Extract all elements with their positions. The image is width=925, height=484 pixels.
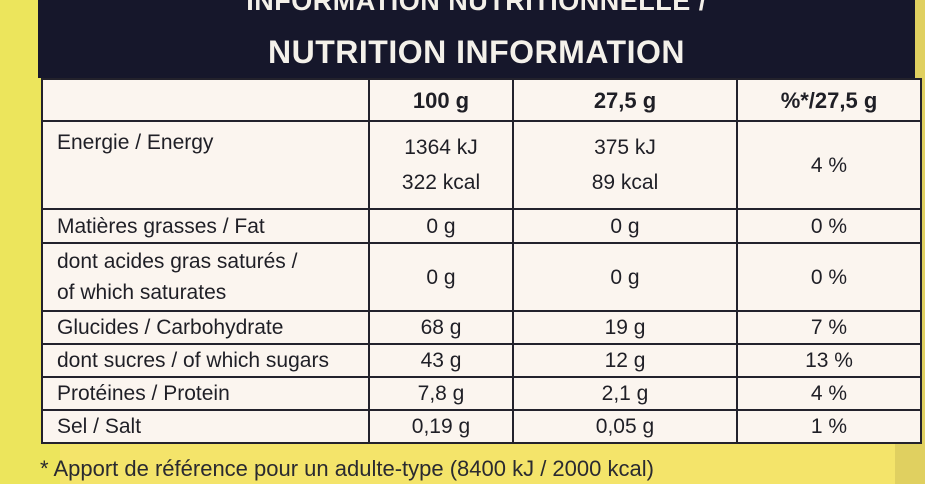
title-english: NUTRITION INFORMATION <box>268 34 685 70</box>
table-row-protein: Protéines / Protein 7,8 g 2,1 g 4 % <box>41 376 922 411</box>
title-french: INFORMATION NUTRITIONNELLE / <box>246 0 707 16</box>
sugars-per-portion: 12 g <box>512 343 738 378</box>
carbohydrate-reference-intake: 7 % <box>736 310 922 345</box>
salt-per-portion: 0,05 g <box>512 409 738 444</box>
energy-per-portion: 375 kJ 89 kcal <box>512 120 738 210</box>
carbohydrate-per-portion: 19 g <box>512 310 738 345</box>
row-label: Sel / Salt <box>41 409 370 444</box>
carbohydrate-per-100g: 68 g <box>368 310 514 345</box>
table-header-row: 100 g 27,5 g %*/27,5 g <box>41 78 922 122</box>
header-cell-reference-intake: %*/27,5 g <box>736 78 922 122</box>
protein-reference-intake: 4 % <box>736 376 922 411</box>
row-label: dont sucres / of which sugars <box>41 343 370 378</box>
energy-per-portion-kj: 375 kJ <box>594 136 656 159</box>
energy-reference-intake: 4 % <box>736 120 922 210</box>
salt-reference-intake: 1 % <box>736 409 922 444</box>
sugars-per-100g: 43 g <box>368 343 514 378</box>
row-label: Protéines / Protein <box>41 376 370 411</box>
saturates-per-portion: 0 g <box>512 242 738 312</box>
footnote: * Apport de référence pour un adulte-typ… <box>40 456 654 481</box>
table-row-sugars: dont sucres / of which sugars 43 g 12 g … <box>41 343 922 378</box>
energy-per-100g-kcal: 322 kcal <box>401 171 481 194</box>
row-label-french: dont acides gras saturés / <box>57 250 298 273</box>
nutrition-table: 100 g 27,5 g %*/27,5 g Energie / Energy … <box>41 78 922 444</box>
header-cell-per-portion: 27,5 g <box>512 78 738 122</box>
table-row-fat: Matières grasses / Fat 0 g 0 g 0 % <box>41 208 922 244</box>
saturates-per-100g: 0 g <box>368 242 514 312</box>
title-banner: INFORMATION NUTRITIONNELLE / NUTRITION I… <box>38 0 915 78</box>
header-cell-per-100g: 100 g <box>368 78 514 122</box>
fat-reference-intake: 0 % <box>736 208 922 244</box>
protein-per-100g: 7,8 g <box>368 376 514 411</box>
table-row-carbohydrate: Glucides / Carbohydrate 68 g 19 g 7 % <box>41 310 922 345</box>
saturates-reference-intake: 0 % <box>736 242 922 312</box>
row-label: Glucides / Carbohydrate <box>41 310 370 345</box>
header-cell-label <box>41 78 370 122</box>
energy-per-100g-kj: 1364 kJ <box>404 136 478 159</box>
fat-per-portion: 0 g <box>512 208 738 244</box>
row-label-english: of which saturates <box>57 281 227 304</box>
energy-per-portion-kcal: 89 kcal <box>591 171 659 194</box>
row-label: dont acides gras saturés / of which satu… <box>41 242 370 312</box>
energy-per-100g: 1364 kJ 322 kcal <box>368 120 514 210</box>
table-row-salt: Sel / Salt 0,19 g 0,05 g 1 % <box>41 409 922 444</box>
table-row-saturates: dont acides gras saturés / of which satu… <box>41 242 922 312</box>
table-row-energy: Energie / Energy 1364 kJ 322 kcal 375 kJ… <box>41 120 922 210</box>
sugars-reference-intake: 13 % <box>736 343 922 378</box>
row-label: Matières grasses / Fat <box>41 208 370 244</box>
salt-per-100g: 0,19 g <box>368 409 514 444</box>
protein-per-portion: 2,1 g <box>512 376 738 411</box>
row-label: Energie / Energy <box>41 120 370 210</box>
fat-per-100g: 0 g <box>368 208 514 244</box>
